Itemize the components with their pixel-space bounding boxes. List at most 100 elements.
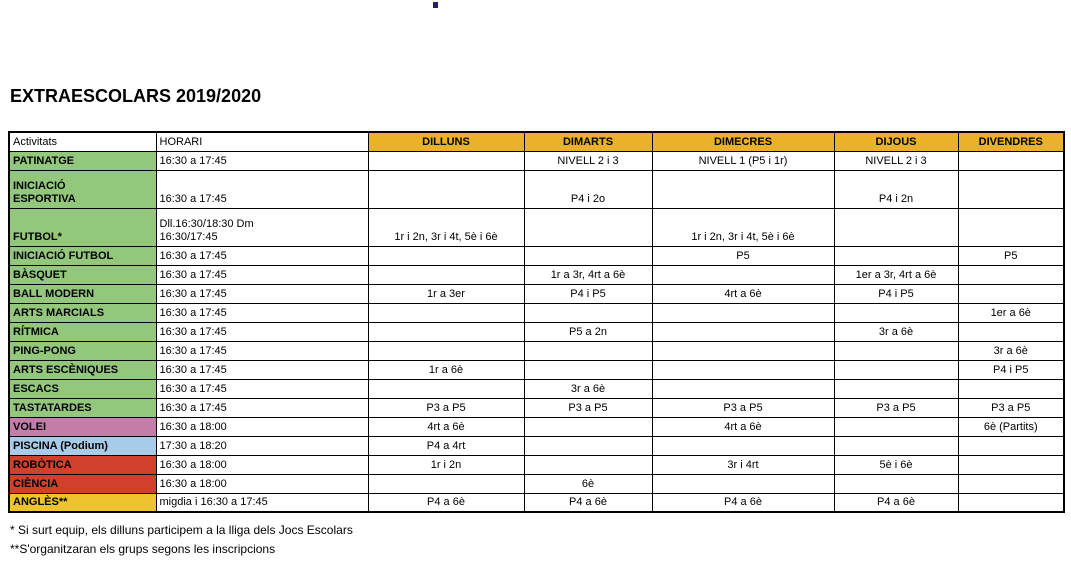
- day-cell: [833, 378, 959, 399]
- day-cell: 1r i 2n, 3r i 4t, 5è i 6è: [367, 207, 525, 247]
- header-schedule: HORARI: [155, 131, 369, 152]
- activity-name: ROBÒTICA: [8, 454, 157, 475]
- day-cell: [651, 169, 835, 209]
- table-row: ARTS MARCIALS 16:30 a 17:45 1er a 6è: [8, 302, 1065, 323]
- table-row: FUTBOL* Dll.16:30/18:30 Dm 16:30/17:45 1r …: [8, 207, 1065, 247]
- header-activities: Activitats: [8, 131, 157, 152]
- day-cell: 4rt a 6è: [651, 416, 835, 437]
- day-cell: P3 a P5: [367, 397, 525, 418]
- table-row: ARTS ESCÈNIQUES 16:30 a 17:45 1r a 6è P4 i …: [8, 359, 1065, 380]
- activity-schedule: 16:30 a 17:45: [155, 245, 369, 266]
- table-row: VOLEI 16:30 a 18:00 4rt a 6è 4rt a 6è 6è (Pa…: [8, 416, 1065, 437]
- table-row: BALL MODERN 16:30 a 17:45 1r a 3er P4 i P5 4…: [8, 283, 1065, 304]
- day-cell: [651, 321, 835, 342]
- activity-schedule: 16:30 a 17:45: [155, 283, 369, 304]
- day-cell: [651, 435, 835, 456]
- day-cell: [833, 302, 959, 323]
- day-cell: 6è (Partits): [957, 416, 1065, 437]
- activity-name: BALL MODERN: [8, 283, 157, 304]
- day-cell: P3 a P5: [651, 397, 835, 418]
- day-cell: [651, 264, 835, 285]
- day-cell: [833, 207, 959, 247]
- day-cell: [651, 473, 835, 494]
- day-cell: [367, 245, 525, 266]
- day-cell: 4rt a 6è: [651, 283, 835, 304]
- table-row: PING-PONG 16:30 a 17:45 3r a 6è: [8, 340, 1065, 361]
- activity-name: INICIACIÓ FUTBOL: [8, 245, 157, 266]
- table-row: ESCACS 16:30 a 17:45 3r a 6è: [8, 378, 1065, 399]
- day-cell: [957, 492, 1065, 513]
- activity-name: VOLEI: [8, 416, 157, 437]
- day-cell: 1r a 3er: [367, 283, 525, 304]
- activity-name: FUTBOL*: [8, 207, 157, 247]
- activity-name: CIÈNCIA: [8, 473, 157, 494]
- day-cell: [367, 473, 525, 494]
- day-cell: P4 i P5: [523, 283, 653, 304]
- day-cell: [957, 435, 1065, 456]
- table-row: PISCINA (Podium) 17:30 a 18:20 P4 a 4rt: [8, 435, 1065, 456]
- activity-schedule: 17:30 a 18:20: [155, 435, 369, 456]
- day-cell: P4 a 6è: [833, 492, 959, 513]
- day-cell: [367, 169, 525, 209]
- day-cell: NIVELL 2 i 3: [523, 150, 653, 171]
- activity-name: ANGLÈS**: [8, 492, 157, 513]
- day-cell: [651, 340, 835, 361]
- header-day-divendres: DIVENDRES: [957, 131, 1065, 152]
- activity-schedule: Dll.16:30/18:30 Dm 16:30/17:45: [155, 207, 369, 247]
- page-title: EXTRAESCOLARS 2019/2020: [10, 86, 262, 106]
- activity-schedule: 16:30 a 18:00: [155, 473, 369, 494]
- activity-schedule: 16:30 a 17:45: [155, 302, 369, 323]
- day-cell: [957, 454, 1065, 475]
- day-cell: [957, 321, 1065, 342]
- table-row: PATINATGE 16:30 a 17:45 NIVELL 2 i 3 NIVELL…: [8, 150, 1065, 171]
- day-cell: 3r i 4rt: [651, 454, 835, 475]
- day-cell: P5: [957, 245, 1065, 266]
- activity-name: BÀSQUET: [8, 264, 157, 285]
- activity-schedule: migdia i 16:30 a 17:45: [155, 492, 369, 513]
- table-row: ANGLÈS** migdia i 16:30 a 17:45 P4 a 6è P4 …: [8, 492, 1065, 513]
- day-cell: [523, 435, 653, 456]
- day-cell: [367, 340, 525, 361]
- day-cell: 1r a 6è: [367, 359, 525, 380]
- day-cell: 4rt a 6è: [367, 416, 525, 437]
- day-cell: [651, 359, 835, 380]
- table-row: BÀSQUET 16:30 a 17:45 1r a 3r, 4rt a 6è 1er…: [8, 264, 1065, 285]
- day-cell: NIVELL 2 i 3: [833, 150, 959, 171]
- table-row: CIÈNCIA 16:30 a 18:00 6è: [8, 473, 1065, 494]
- activity-name: ESCACS: [8, 378, 157, 399]
- day-cell: [651, 302, 835, 323]
- day-cell: [957, 264, 1065, 285]
- day-cell: [367, 264, 525, 285]
- table-row: TASTATARDES 16:30 a 17:45 P3 a P5 P3 a P5 P3…: [8, 397, 1065, 418]
- schedule-table: Activitats HORARI DILLUNS DIMARTS DIMECR…: [8, 131, 1065, 513]
- activity-name: INICIACIÓ ESPORTIVA: [8, 169, 157, 209]
- day-cell: NIVELL 1 (P5 i 1r): [651, 150, 835, 171]
- activity-name: PISCINA (Podium): [8, 435, 157, 456]
- day-cell: 6è: [523, 473, 653, 494]
- day-cell: 3r a 6è: [957, 340, 1065, 361]
- day-cell: P3 a P5: [833, 397, 959, 418]
- day-cell: [367, 378, 525, 399]
- day-cell: P4 a 6è: [651, 492, 835, 513]
- footnote-1: * Si surt equip, els dilluns participem …: [10, 523, 353, 537]
- table-row: INICIACIÓ ESPORTIVA 16:30 a 17:45 P4 i 2o P…: [8, 169, 1065, 209]
- day-cell: [523, 207, 653, 247]
- activity-schedule: 16:30 a 17:45: [155, 169, 369, 209]
- day-cell: P4 a 4rt: [367, 435, 525, 456]
- header-day-dijous: DIJOUS: [833, 131, 959, 152]
- activity-name: ARTS MARCIALS: [8, 302, 157, 323]
- day-cell: [833, 416, 959, 437]
- day-cell: [957, 150, 1065, 171]
- day-cell: P4 i 2o: [523, 169, 653, 209]
- day-cell: P4 a 6è: [367, 492, 525, 513]
- day-cell: P5: [651, 245, 835, 266]
- day-cell: [957, 169, 1065, 209]
- day-cell: 1r a 3r, 4rt a 6è: [523, 264, 653, 285]
- day-cell: [957, 283, 1065, 304]
- day-cell: 3r a 6è: [523, 378, 653, 399]
- header-day-dilluns: DILLUNS: [367, 131, 525, 152]
- day-cell: 1er a 6è: [957, 302, 1065, 323]
- activity-schedule: 16:30 a 17:45: [155, 359, 369, 380]
- day-cell: [957, 473, 1065, 494]
- day-cell: P4 i P5: [833, 283, 959, 304]
